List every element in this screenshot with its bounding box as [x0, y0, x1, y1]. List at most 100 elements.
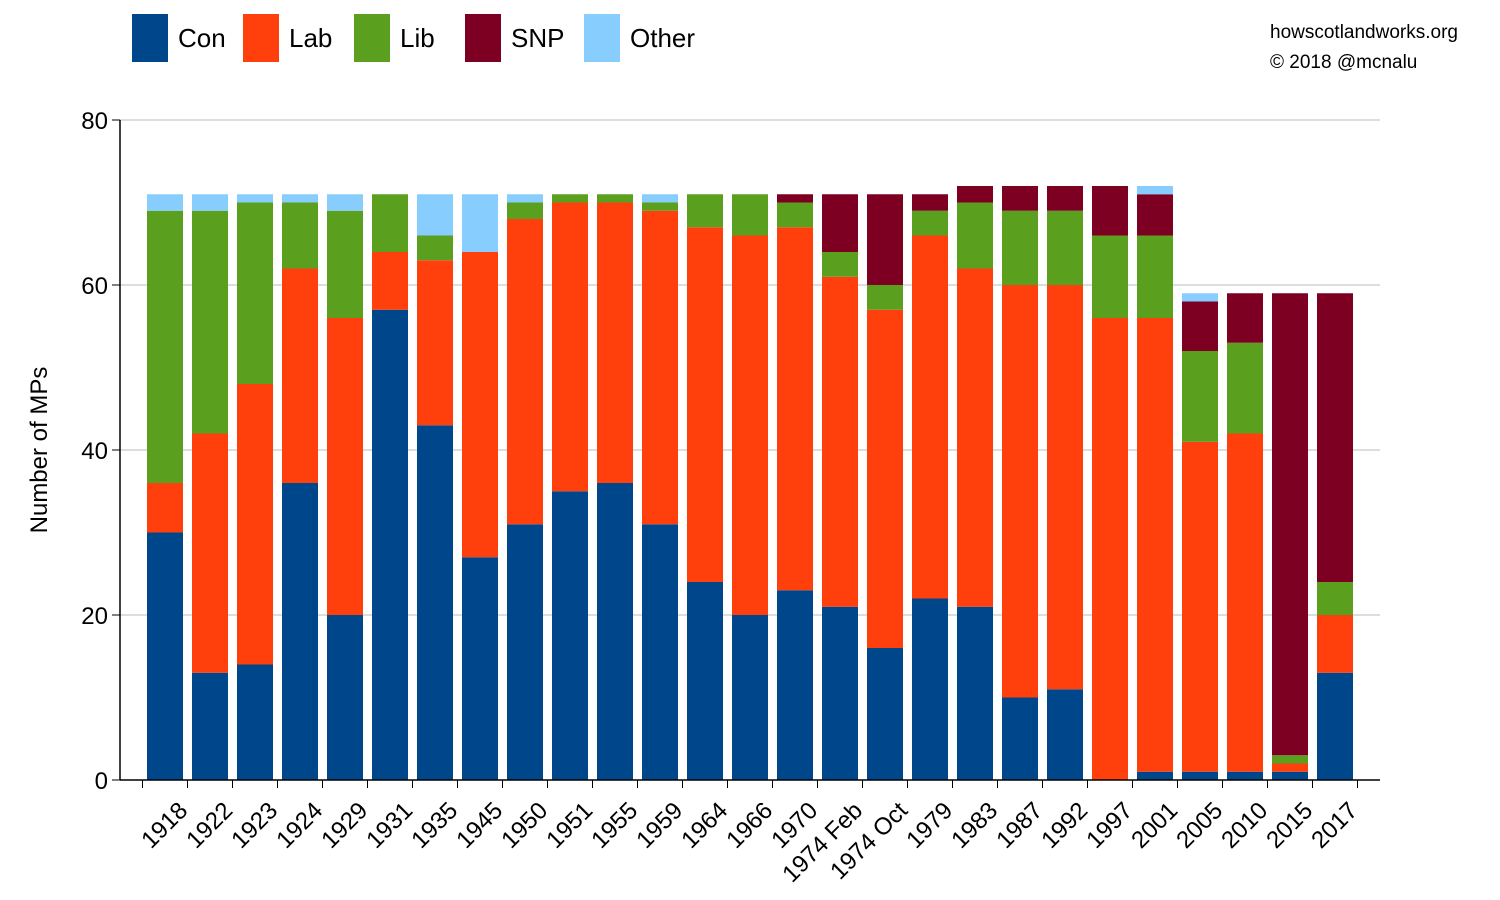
- bar-snp-1979: [912, 194, 948, 211]
- bar-con-1950: [507, 524, 543, 780]
- bar-lab-1974-oct: [867, 309, 903, 648]
- bar-con-2001: [1137, 771, 1173, 780]
- bar-lib-1924: [282, 202, 318, 269]
- bar-lib-1955: [597, 194, 633, 203]
- bar-lib-1918: [147, 210, 183, 483]
- bar-con-1983: [957, 606, 993, 780]
- bar-lab-1922: [192, 433, 228, 673]
- bar-lab-1923: [237, 384, 273, 665]
- x-tick-label: 1935: [406, 797, 463, 854]
- bar-con-2017: [1317, 672, 1353, 780]
- x-tick-label: 1924: [271, 797, 328, 854]
- x-tick-label: 2010: [1216, 797, 1273, 854]
- bar-lib-1974-feb: [822, 252, 858, 277]
- y-tick-label: 0: [95, 768, 108, 795]
- bar-lab-2001: [1137, 318, 1173, 772]
- x-tick-label: 1931: [361, 797, 418, 854]
- bar-other-1935: [417, 194, 453, 236]
- legend-label-lab: Lab: [289, 22, 333, 53]
- x-tick-label: 1992: [1036, 797, 1093, 854]
- bar-lab-1979: [912, 235, 948, 599]
- x-tick-label: 1983: [946, 797, 1003, 854]
- bar-lib-1992: [1047, 210, 1083, 285]
- bar-con-1923: [237, 664, 273, 780]
- x-tick-label: 2015: [1261, 797, 1318, 854]
- bar-snp-2017: [1317, 293, 1353, 582]
- bar-lab-1964: [687, 227, 723, 582]
- bar-lib-2005: [1182, 351, 1218, 442]
- bar-lib-2001: [1137, 235, 1173, 318]
- bar-con-1979: [912, 598, 948, 780]
- bar-other-1923: [237, 194, 273, 203]
- bar-lab-1945: [462, 252, 498, 558]
- bar-con-1929: [327, 615, 363, 780]
- bar-snp-1987: [1002, 186, 1038, 211]
- bars: [147, 186, 1353, 780]
- bar-other-1924: [282, 194, 318, 203]
- bar-lib-1959: [642, 202, 678, 211]
- bar-lab-1983: [957, 268, 993, 607]
- bar-con-1945: [462, 557, 498, 780]
- bar-lib-1923: [237, 202, 273, 384]
- x-tick-label: 1997: [1081, 797, 1138, 854]
- bar-lib-1951: [552, 194, 588, 203]
- bar-lib-1974-oct: [867, 285, 903, 310]
- bar-lab-1959: [642, 210, 678, 525]
- y-tick-label: 80: [81, 108, 108, 135]
- y-tick-label: 20: [81, 603, 108, 630]
- bar-lib-2015: [1272, 755, 1308, 764]
- bar-lab-1931: [372, 252, 408, 310]
- bar-lib-1979: [912, 210, 948, 236]
- credit-site: howscotlandworks.org: [1270, 22, 1458, 43]
- bar-snp-2005: [1182, 301, 1218, 351]
- bar-con-1935: [417, 425, 453, 780]
- y-tick-label: 60: [81, 273, 108, 300]
- legend-swatch-other: [584, 14, 620, 62]
- bar-lib-1987: [1002, 210, 1038, 285]
- bar-lab-1935: [417, 260, 453, 426]
- bar-lib-2017: [1317, 582, 1353, 615]
- bar-lab-1997: [1092, 318, 1128, 780]
- bar-lab-1987: [1002, 285, 1038, 698]
- x-tick-label: 1950: [496, 797, 553, 854]
- bar-snp-1970: [777, 194, 813, 203]
- x-tick-label: 1929: [316, 797, 373, 854]
- bar-lib-1966: [732, 194, 768, 236]
- x-tick-label: 1955: [586, 797, 643, 854]
- bar-lab-1924: [282, 268, 318, 483]
- legend-item-snp: SNP: [465, 14, 564, 62]
- legend-label-other: Other: [630, 22, 696, 53]
- legend-swatch-lab: [243, 14, 279, 62]
- y-axis-label: Number of MPs: [26, 367, 53, 534]
- bar-other-1918: [147, 194, 183, 211]
- bar-con-1987: [1002, 697, 1038, 780]
- bar-lib-1931: [372, 194, 408, 252]
- bar-lab-1966: [732, 235, 768, 615]
- bar-other-1929: [327, 194, 363, 211]
- bar-lib-1950: [507, 202, 543, 219]
- bar-con-2015: [1272, 771, 1308, 780]
- bar-other-1922: [192, 194, 228, 211]
- bar-snp-1974-oct: [867, 194, 903, 285]
- x-tick-label: 2001: [1126, 797, 1183, 854]
- bar-lib-1997: [1092, 235, 1128, 318]
- credit-copyright: © 2018 @mcnalu: [1270, 52, 1418, 73]
- bar-lib-1922: [192, 210, 228, 434]
- x-tick-label: 1959: [631, 797, 688, 854]
- bar-lab-1974-feb: [822, 276, 858, 607]
- legend-item-lib: Lib: [354, 14, 435, 62]
- bar-snp-2001: [1137, 194, 1173, 236]
- bar-lab-2015: [1272, 763, 1308, 772]
- bar-lab-2010: [1227, 433, 1263, 772]
- bar-other-1959: [642, 194, 678, 203]
- bar-lab-1992: [1047, 285, 1083, 690]
- bar-snp-2015: [1272, 293, 1308, 756]
- bar-con-1992: [1047, 689, 1083, 780]
- bar-lib-1935: [417, 235, 453, 261]
- bar-con-2005: [1182, 771, 1218, 780]
- x-tick-label: 1945: [451, 797, 508, 854]
- bar-lab-1929: [327, 318, 363, 615]
- x-tick-label: 1987: [991, 797, 1048, 854]
- bar-other-2005: [1182, 293, 1218, 302]
- bar-con-1955: [597, 483, 633, 780]
